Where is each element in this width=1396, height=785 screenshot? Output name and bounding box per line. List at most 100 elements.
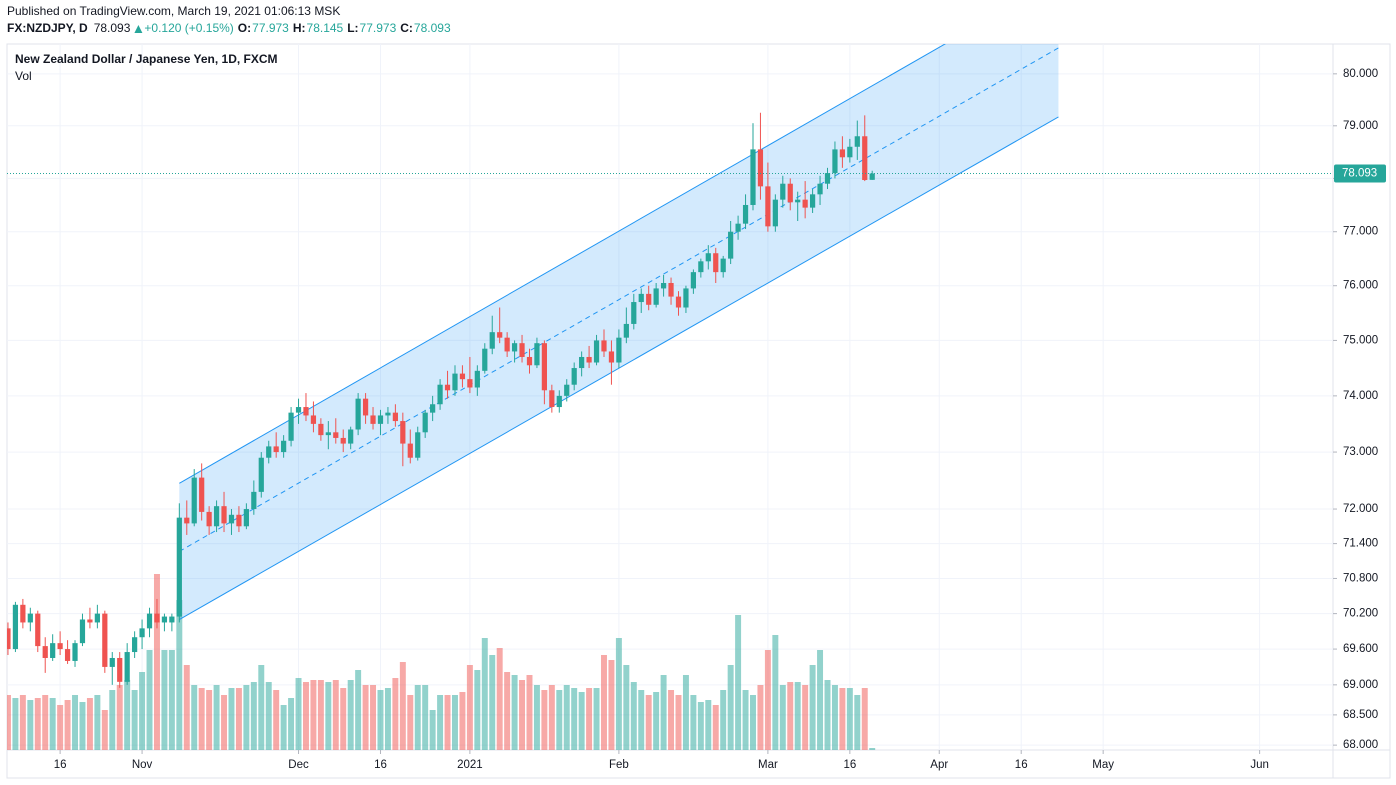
volume-bar [519,680,526,750]
channel-lower [179,116,1059,620]
volume-bar [399,662,406,750]
candle-body [191,477,197,524]
volume-bar [64,700,71,750]
candle-body [176,517,182,617]
volume-bar [459,692,466,750]
volume-bar [556,690,563,750]
volume-bar [302,682,309,750]
candle-body [221,506,227,524]
volume-bar [221,695,228,750]
y-tick-label: 72.000 [1343,503,1378,515]
candle-body [348,429,354,444]
candle-body [839,149,846,158]
close-label: C: [400,21,413,35]
volume-bar [861,688,868,750]
candle-body [117,657,123,682]
candle-body [288,412,294,441]
volume-bar [787,682,794,750]
volume-bar [206,690,213,750]
volume-bar [593,688,600,750]
candle-body [281,440,287,453]
candle-body [526,356,533,366]
candle-body [325,432,331,436]
volume-bar [57,705,64,750]
low-label: L: [347,21,358,35]
volume-bar [191,685,198,750]
volume-bar [116,685,123,750]
candle-body [12,604,19,650]
volume-bar [735,615,742,750]
volume-bar [213,685,220,750]
volume-bar [124,680,131,750]
candle-body [266,446,272,458]
volume-bar [355,670,362,750]
volume-bar [72,695,79,750]
volume-bar [243,685,250,750]
candle-body [206,511,212,527]
candle-body [333,432,339,438]
candle-body [362,398,369,416]
volume-bar [42,695,49,750]
volume-bar [869,748,876,750]
volume-bar [422,685,429,750]
candle-body [683,288,689,308]
candle-body [102,613,108,667]
volume-bar [183,665,190,750]
volume-bar [474,670,481,750]
x-tick-label: Nov [132,759,153,771]
candle-body [549,390,555,408]
volume-legend: Vol [15,69,32,83]
volume-bar [660,675,667,750]
volume-bar [49,698,56,750]
candle-body [79,619,86,644]
volume-bar [578,692,585,750]
volume-bar [27,700,34,750]
volume-bar [444,695,451,750]
volume-bar [392,678,399,750]
candle-body [564,384,570,396]
candle-body [556,395,562,408]
candle-body [377,415,384,424]
volume-bar [235,688,242,750]
candle-body [713,253,719,273]
volume-bar [794,682,801,750]
candle-body [355,398,361,430]
grid [7,44,1333,750]
volume-bar [161,650,168,750]
volume-bar [384,688,391,750]
volume-bar [727,665,734,750]
candle-body [161,616,168,623]
candle-body [660,282,667,289]
candle-body [482,348,488,371]
candle-body [42,646,48,658]
candle-body [608,351,615,363]
x-tick-label: Dec [288,759,309,771]
candle-body [251,491,257,510]
volume-bar [362,685,369,750]
candle-body [795,199,801,203]
candle-body [459,373,466,380]
volume-bar [94,695,101,750]
candle-body [154,613,160,623]
candle-body [817,183,823,195]
candle-body [742,204,749,224]
candle-body [124,652,130,682]
volume-bar [668,690,675,750]
volume-bar [854,695,861,750]
volume-bar [779,685,786,750]
volume-bar [317,680,324,750]
volume-bar [831,685,838,750]
candle-body [489,332,495,349]
x-tick-label: Apr [930,759,948,771]
y-tick-label: 79.000 [1343,120,1378,132]
y-tick-label: 75.000 [1343,334,1378,346]
volume-bar [638,690,645,750]
candle-body [310,415,317,424]
candle-body [862,136,868,181]
volume-bar [563,685,570,750]
volume-bar [265,682,272,750]
candle-body [430,404,436,413]
volume-bar [772,635,779,750]
candle-body [802,199,808,208]
